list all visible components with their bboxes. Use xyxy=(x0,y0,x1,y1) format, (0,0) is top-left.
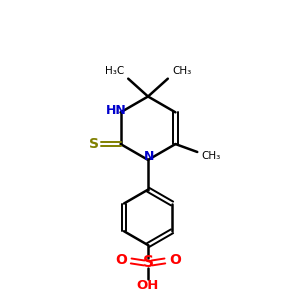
Text: HN: HN xyxy=(106,104,127,117)
Text: N: N xyxy=(144,150,154,164)
Text: OH: OH xyxy=(137,279,159,292)
Text: O: O xyxy=(169,253,181,267)
Text: CH₃: CH₃ xyxy=(202,151,221,161)
Text: CH₃: CH₃ xyxy=(172,66,191,76)
Text: S: S xyxy=(89,137,99,151)
Text: H₃C: H₃C xyxy=(105,66,124,76)
Text: O: O xyxy=(115,253,127,267)
Text: S: S xyxy=(142,255,154,270)
